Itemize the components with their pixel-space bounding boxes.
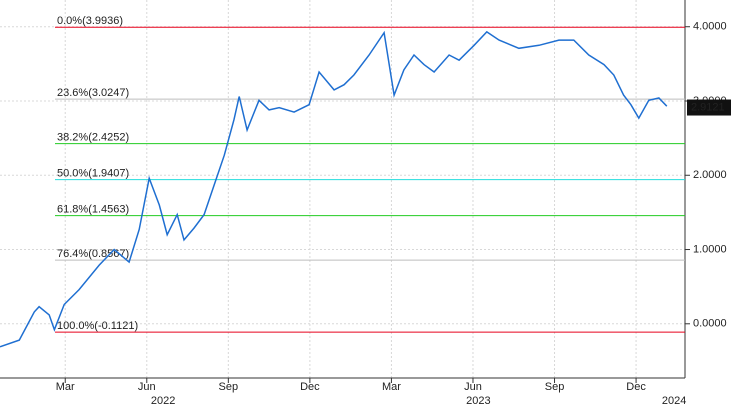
- y-tick-label: 0.0000: [693, 318, 727, 330]
- last-value-label: 2.9121: [691, 101, 725, 113]
- y-tick-label: 2.0000: [693, 169, 727, 181]
- year-label: 2023: [466, 395, 490, 407]
- x-tick-label: Sep: [545, 381, 565, 393]
- x-tick-label: Mar: [56, 381, 75, 393]
- y-tick-label: 4.0000: [693, 21, 727, 33]
- y-tick-label: 1.0000: [693, 243, 727, 255]
- level-label: 76.4%(0.8567): [57, 248, 129, 260]
- year-label: 2022: [151, 395, 175, 407]
- x-tick-label: Dec: [300, 381, 320, 393]
- level-label: 0.0%(3.9936): [57, 15, 123, 27]
- price-line: [0, 30, 668, 348]
- level-label: 50.0%(1.9407): [57, 168, 129, 180]
- x-tick-label: Jun: [138, 381, 156, 393]
- level-label: 61.8%(1.4563): [57, 204, 129, 216]
- level-label: 38.2%(2.4252): [57, 132, 129, 144]
- x-tick-label: Sep: [219, 381, 239, 393]
- x-tick-label: Dec: [626, 381, 646, 393]
- year-label: 2024: [662, 395, 686, 407]
- x-tick-label: Jun: [464, 381, 482, 393]
- x-tick-label: Mar: [382, 381, 401, 393]
- level-label: 100.0%(-0.1121): [57, 320, 138, 332]
- last-value-box: [687, 99, 731, 116]
- level-label: 23.6%(3.0247): [57, 87, 129, 99]
